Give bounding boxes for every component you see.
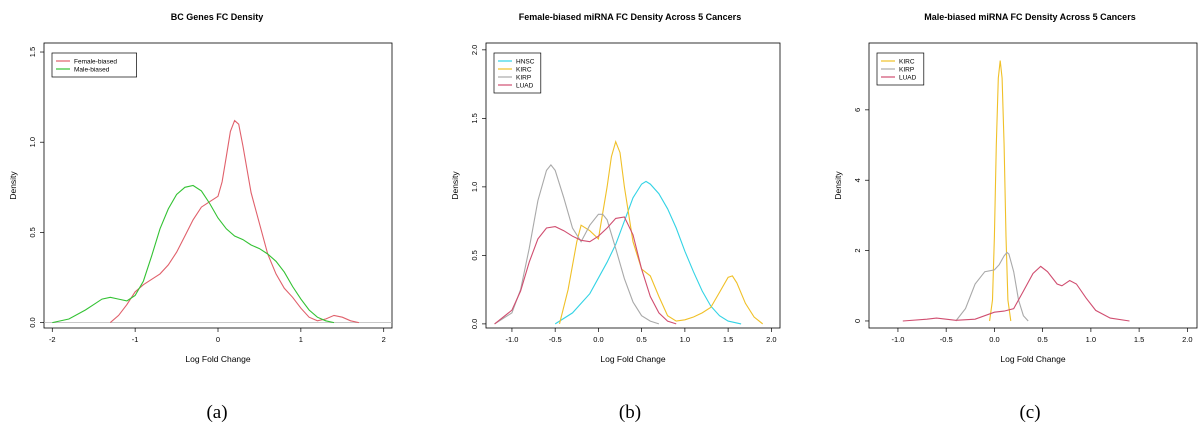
x-tick-label: -1.0 bbox=[505, 335, 518, 344]
caption-a: (a) bbox=[206, 402, 227, 423]
y-tick-label: 1.5 bbox=[28, 47, 37, 57]
x-tick-label: -2 bbox=[49, 335, 56, 344]
x-tick-label: -1.0 bbox=[891, 335, 904, 344]
captions: (a) (b) (c) bbox=[206, 402, 1040, 423]
series-line-kirp bbox=[955, 251, 1029, 322]
legend-label: LUAD bbox=[516, 82, 534, 89]
panels: BC Genes FC Density -2 -1 0 1 2 0.0 0.5 1.0 1.5 Lo… bbox=[8, 12, 1198, 364]
y-tick-label: 6 bbox=[853, 108, 862, 112]
series-line-luad bbox=[494, 216, 677, 325]
x-tick-label: 0.5 bbox=[636, 335, 646, 344]
series-line-luad bbox=[902, 265, 1130, 322]
x-tick-label: 1.0 bbox=[680, 335, 690, 344]
x-tick-label: 1.5 bbox=[723, 335, 733, 344]
chart-panel-2: Male-biased miRNA FC Density Across 5 Ca… bbox=[833, 12, 1198, 364]
legend-label: KIRP bbox=[899, 66, 914, 73]
legend-box bbox=[51, 52, 137, 78]
caption-b: (b) bbox=[619, 402, 641, 423]
chart-panel-0: BC Genes FC Density -2 -1 0 1 2 0.0 0.5 1.0 1.5 Lo… bbox=[8, 12, 393, 364]
x-tick-label: 1 bbox=[299, 335, 303, 344]
series-line-kirp bbox=[494, 164, 660, 325]
x-tick-label: 2 bbox=[382, 335, 386, 344]
y-axis-label: Density bbox=[8, 171, 18, 200]
y-tick-label: 2 bbox=[853, 249, 862, 253]
y-tick-label: 4 bbox=[853, 178, 862, 182]
plot-frame bbox=[43, 42, 393, 329]
legend-label: KIRC bbox=[516, 66, 532, 73]
legend-label: HNSC bbox=[516, 58, 535, 65]
y-tick-label: 2.0 bbox=[470, 45, 479, 55]
x-tick-label: 2.0 bbox=[1182, 335, 1192, 344]
y-tick-label: 0 bbox=[853, 319, 862, 323]
y-tick-label: 0.5 bbox=[470, 250, 479, 260]
legend-label: Male-biased bbox=[74, 66, 110, 73]
legend-label: LUAD bbox=[899, 74, 917, 81]
chart-title: Female-biased miRNA FC Density Across 5 … bbox=[519, 12, 741, 22]
y-tick-label: 1.0 bbox=[28, 137, 37, 147]
x-tick-label: 1.0 bbox=[1086, 335, 1096, 344]
x-axis-label: Log Fold Change bbox=[1000, 354, 1065, 364]
chart-panel-1: Female-biased miRNA FC Density Across 5 … bbox=[450, 12, 781, 364]
x-tick-label: 0.5 bbox=[1037, 335, 1047, 344]
chart-title: BC Genes FC Density bbox=[171, 12, 264, 22]
y-tick-label: 1.0 bbox=[470, 182, 479, 192]
caption-c: (c) bbox=[1019, 402, 1040, 423]
series-line-male-biased bbox=[52, 184, 335, 324]
x-tick-label: 0 bbox=[216, 335, 220, 344]
y-tick-label: 1.5 bbox=[470, 113, 479, 123]
y-axis-label: Density bbox=[450, 171, 460, 200]
series-line-kirc bbox=[558, 139, 764, 325]
x-tick-label: -0.5 bbox=[940, 335, 953, 344]
x-tick-label: 2.0 bbox=[766, 335, 776, 344]
x-tick-label: 1.5 bbox=[1134, 335, 1144, 344]
series-line-hnsc bbox=[554, 180, 742, 325]
series-line-kirc bbox=[989, 60, 1012, 322]
plot-frame bbox=[485, 42, 781, 329]
y-tick-label: 0.0 bbox=[28, 317, 37, 327]
legend-label: KIRC bbox=[899, 58, 915, 65]
chart-title: Male-biased miRNA FC Density Across 5 Ca… bbox=[924, 12, 1135, 22]
x-axis-label: Log Fold Change bbox=[185, 354, 250, 364]
legend-label: Female-biased bbox=[74, 58, 117, 65]
x-tick-label: -0.5 bbox=[549, 335, 562, 344]
plot-frame bbox=[868, 42, 1198, 329]
x-tick-label: -1 bbox=[132, 335, 139, 344]
y-tick-label: 0.0 bbox=[470, 319, 479, 329]
y-axis-label: Density bbox=[833, 171, 843, 200]
series-line-female-biased bbox=[109, 119, 360, 324]
y-tick-label: 0.5 bbox=[28, 227, 37, 237]
legend-label: KIRP bbox=[516, 74, 531, 81]
x-tick-label: 0.0 bbox=[593, 335, 603, 344]
legend-box bbox=[493, 52, 542, 94]
x-axis-label: Log Fold Change bbox=[600, 354, 665, 364]
x-tick-label: 0.0 bbox=[989, 335, 999, 344]
